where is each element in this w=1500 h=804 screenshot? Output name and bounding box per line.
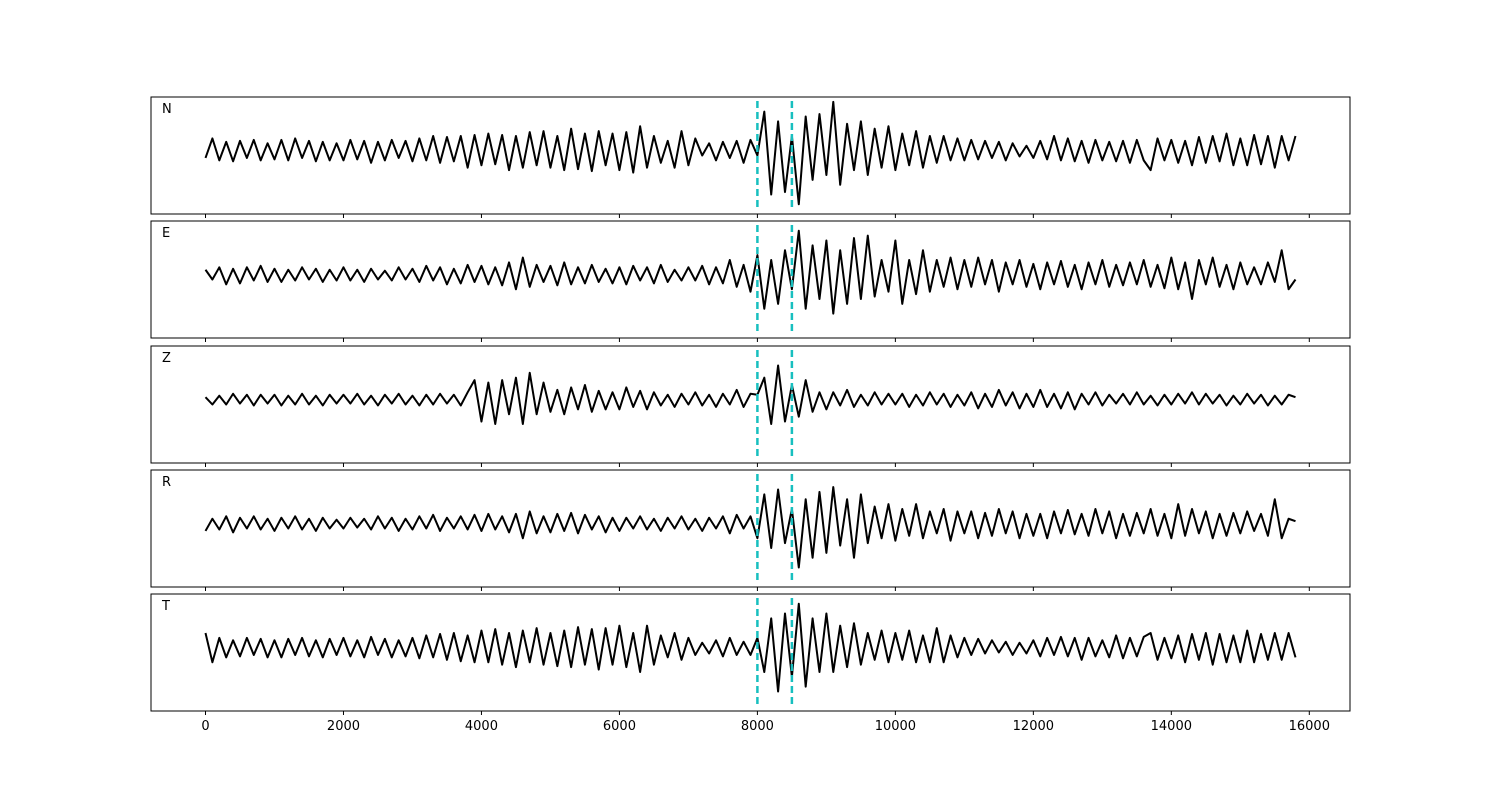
x-tick-label: 14000 — [1151, 719, 1192, 734]
panel-frame — [150, 469, 1351, 588]
x-tick-label: 6000 — [603, 719, 636, 734]
component-label: T — [161, 599, 170, 614]
trace — [204, 100, 1297, 206]
x-tick-label: 0 — [201, 719, 209, 734]
x-tick-label: 4000 — [465, 719, 498, 734]
panel-frame — [150, 593, 1351, 712]
x-tick-label: 16000 — [1289, 719, 1330, 734]
trace — [204, 364, 1296, 425]
trace — [204, 486, 1296, 569]
component-label: N — [162, 102, 172, 117]
component-label: Z — [162, 351, 171, 366]
x-tick-label: 10000 — [875, 719, 916, 734]
trace — [204, 602, 1297, 693]
panel-frame — [150, 220, 1351, 339]
panel-frame — [150, 96, 1351, 215]
trace — [204, 229, 1297, 315]
component-label: E — [162, 226, 170, 241]
x-tick-label: 12000 — [1013, 719, 1054, 734]
x-tick-label: 2000 — [327, 719, 360, 734]
component-label: R — [162, 475, 171, 490]
panel-frame — [150, 345, 1351, 464]
x-tick-label: 8000 — [741, 719, 774, 734]
